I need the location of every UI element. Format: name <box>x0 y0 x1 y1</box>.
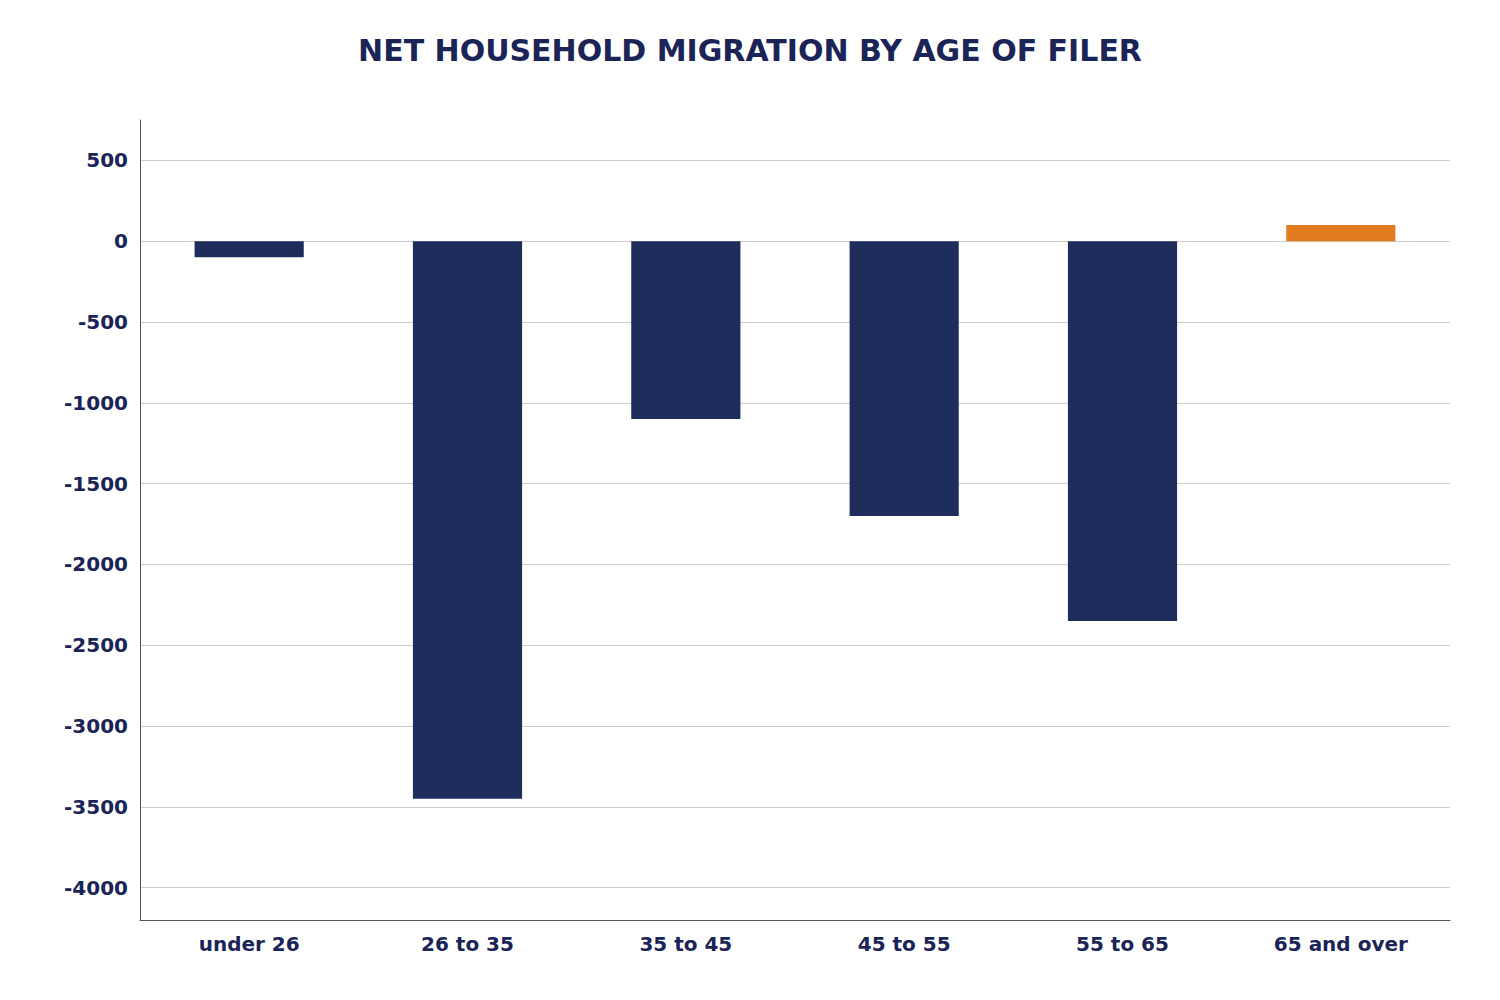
svg-text:-500: -500 <box>78 310 128 334</box>
svg-text:35 to 45: 35 to 45 <box>639 932 732 956</box>
svg-text:-3500: -3500 <box>64 795 128 819</box>
svg-text:-3000: -3000 <box>64 714 128 738</box>
svg-text:55 to 65: 55 to 65 <box>1076 932 1169 956</box>
svg-text:under 26: under 26 <box>199 932 300 956</box>
svg-text:500: 500 <box>86 148 128 172</box>
svg-text:0: 0 <box>114 229 128 253</box>
svg-text:-2000: -2000 <box>64 552 128 576</box>
svg-text:26 to 35: 26 to 35 <box>421 932 514 956</box>
svg-text:-1500: -1500 <box>64 472 128 496</box>
svg-text:-4000: -4000 <box>64 876 128 900</box>
svg-text:45 to 55: 45 to 55 <box>858 932 951 956</box>
svg-text:-2500: -2500 <box>64 633 128 657</box>
svg-text:65 and over: 65 and over <box>1274 932 1408 956</box>
svg-text:-1000: -1000 <box>64 391 128 415</box>
svg-text:NET HOUSEHOLD MIGRATION BY AGE: NET HOUSEHOLD MIGRATION BY AGE OF FILER <box>358 33 1142 68</box>
